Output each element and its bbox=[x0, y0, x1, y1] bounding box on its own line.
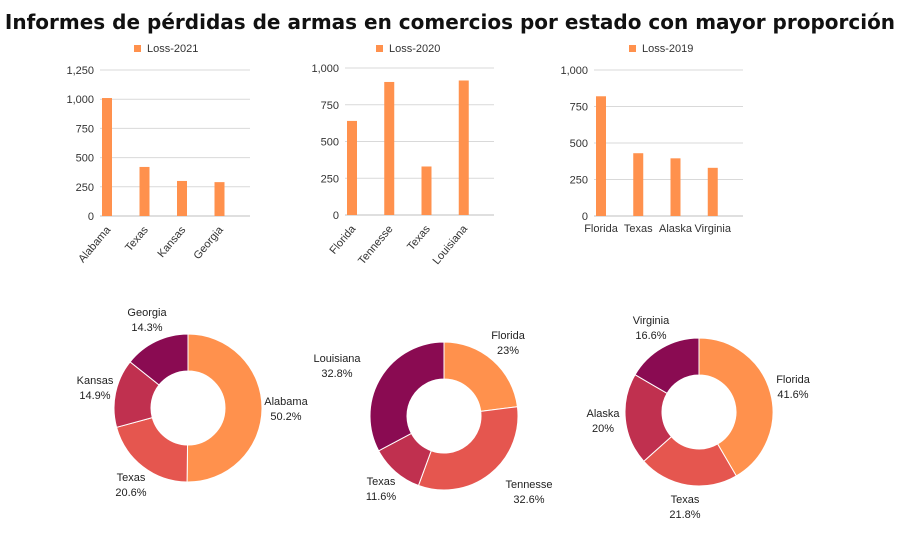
x-tick-label: Louisiana bbox=[431, 223, 471, 267]
pie-slice bbox=[634, 337, 700, 395]
y-tick-label: 250 bbox=[76, 182, 94, 194]
x-tick-label: Tennesse bbox=[356, 223, 395, 267]
bar bbox=[347, 120, 357, 215]
slice-percent: 41.6% bbox=[777, 389, 808, 401]
x-tick-label: Florida bbox=[327, 223, 358, 257]
x-tick-label: Florida bbox=[584, 223, 619, 235]
y-tick-label: 750 bbox=[321, 100, 339, 112]
pie-slice bbox=[129, 333, 189, 386]
slice-label: Texas bbox=[671, 494, 700, 506]
y-tick-label: 0 bbox=[88, 211, 94, 223]
pie-slice bbox=[369, 341, 445, 452]
pie-slice bbox=[643, 435, 737, 487]
slice-label: Texas bbox=[117, 472, 146, 484]
y-tick-label: 500 bbox=[570, 138, 588, 150]
slice-percent: 20% bbox=[592, 423, 614, 435]
pie-slice bbox=[417, 406, 519, 491]
x-tick-label: Texas bbox=[405, 223, 433, 253]
slice-label: Florida bbox=[491, 330, 526, 342]
bar bbox=[421, 166, 432, 215]
slice-percent: 14.3% bbox=[131, 322, 162, 334]
x-tick-label: Alabama bbox=[76, 224, 114, 266]
bar bbox=[102, 98, 112, 216]
slice-percent: 21.8% bbox=[669, 509, 700, 521]
legend-label: Loss-2020 bbox=[389, 43, 440, 55]
x-tick-label: Kansas bbox=[156, 224, 189, 260]
bar bbox=[458, 80, 469, 216]
y-tick-label: 500 bbox=[321, 137, 339, 149]
slice-percent: 32.8% bbox=[321, 368, 352, 380]
y-tick-label: 0 bbox=[582, 211, 588, 223]
legend-label: Loss-2021 bbox=[147, 43, 198, 55]
slice-label: Alabama bbox=[264, 396, 308, 408]
y-tick-label: 750 bbox=[76, 123, 94, 135]
y-tick-label: 1,000 bbox=[66, 94, 94, 106]
slice-label: Texas bbox=[367, 476, 396, 488]
y-tick-label: 1,000 bbox=[560, 65, 588, 77]
slice-label: Kansas bbox=[77, 375, 114, 387]
page-title: Informes de pérdidas de armas en comerci… bbox=[4, 10, 896, 34]
slice-label: Tennesse bbox=[505, 479, 552, 491]
legend-swatch bbox=[134, 45, 141, 52]
slice-label: Louisiana bbox=[313, 353, 361, 365]
y-tick-label: 250 bbox=[321, 173, 339, 185]
pie-slice bbox=[698, 337, 774, 477]
bar bbox=[670, 158, 681, 216]
y-tick-label: 1,250 bbox=[66, 65, 94, 77]
x-tick-label: Alaska bbox=[659, 223, 693, 235]
x-tick-label: Georgia bbox=[191, 224, 226, 262]
bar bbox=[214, 182, 225, 216]
x-tick-label: Texas bbox=[624, 223, 653, 235]
bar bbox=[707, 167, 718, 216]
y-tick-label: 750 bbox=[570, 102, 588, 114]
legend-swatch bbox=[629, 45, 636, 52]
slice-percent: 11.6% bbox=[366, 491, 397, 503]
y-tick-label: 1,000 bbox=[311, 63, 339, 75]
slice-percent: 50.2% bbox=[270, 411, 301, 423]
slice-percent: 16.6% bbox=[635, 330, 666, 342]
pie-slice bbox=[186, 333, 263, 483]
x-tick-label: Virginia bbox=[695, 223, 732, 235]
slice-label: Florida bbox=[776, 374, 811, 386]
bar bbox=[633, 153, 644, 216]
slice-label: Georgia bbox=[127, 307, 167, 319]
bar bbox=[139, 166, 150, 216]
legend-swatch bbox=[376, 45, 383, 52]
y-tick-label: 250 bbox=[570, 175, 588, 187]
slice-percent: 14.9% bbox=[79, 390, 110, 402]
legend-label: Loss-2019 bbox=[642, 43, 693, 55]
y-tick-label: 0 bbox=[333, 210, 339, 222]
slice-percent: 32.6% bbox=[513, 494, 544, 506]
bar bbox=[177, 180, 187, 216]
y-tick-label: 500 bbox=[76, 153, 94, 165]
bar bbox=[384, 81, 395, 215]
slice-label: Alaska bbox=[586, 408, 620, 420]
slice-label: Virginia bbox=[633, 315, 670, 327]
slice-percent: 20.6% bbox=[115, 487, 146, 499]
bar bbox=[596, 96, 606, 216]
x-tick-label: Texas bbox=[123, 224, 151, 254]
slice-percent: 23% bbox=[497, 345, 519, 357]
